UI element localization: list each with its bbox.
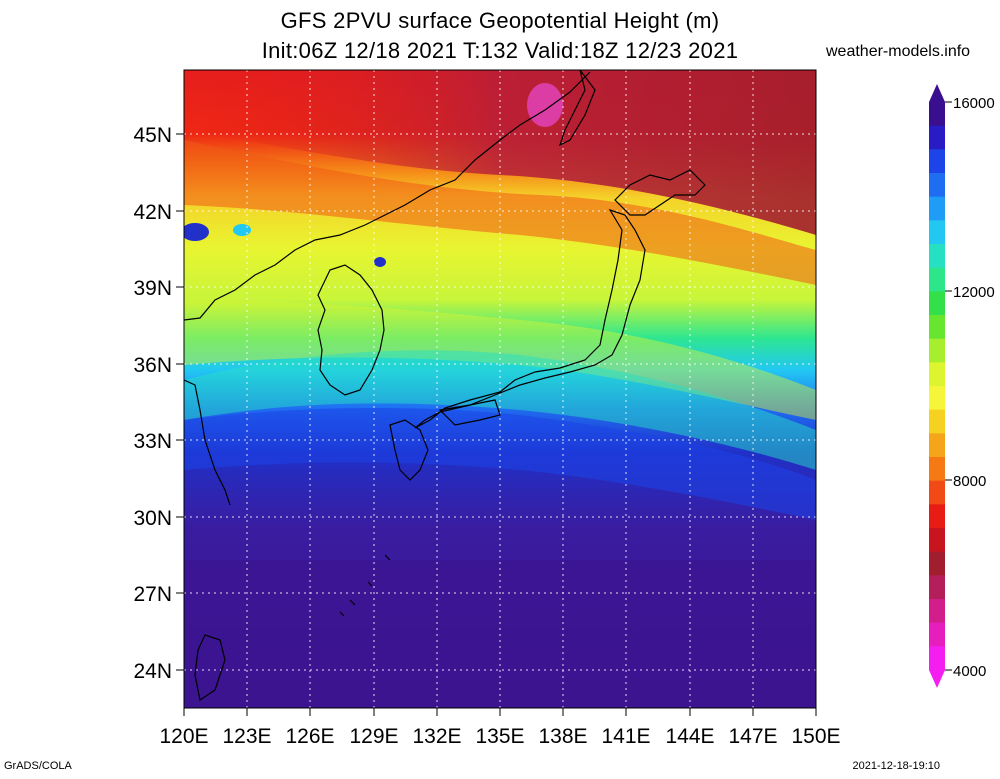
lat-label: 42N (133, 201, 172, 224)
lat-label: 33N (133, 430, 172, 453)
colorbar-cell (929, 125, 945, 150)
colorbar-cell (929, 315, 945, 340)
lon-label: 126E (285, 725, 334, 748)
lat-label: 39N (133, 277, 172, 300)
colorbar-cell (929, 575, 945, 600)
lon-label: 147E (728, 725, 777, 748)
map-title: GFS 2PVU surface Geopotential Height (m) (280, 8, 720, 33)
colorbar-cell (929, 149, 945, 174)
coast-honshu (414, 208, 646, 429)
site-label: weather-models.info (826, 43, 971, 60)
lon-label: 123E (222, 725, 271, 748)
lon-label: 141E (601, 725, 650, 748)
colorbar-cell (929, 386, 945, 411)
map-subtitle: Init:06Z 12/18 2021 T:132 Valid:18Z 12/2… (261, 38, 739, 63)
coast-hokkaido (614, 169, 706, 216)
colorbar-cell (929, 244, 945, 269)
lat-label: 27N (133, 583, 172, 606)
colorbar-cell (929, 362, 945, 387)
colorbar-cell (929, 480, 945, 505)
coast-sakhalin (558, 70, 596, 147)
lon-label: 135E (475, 725, 524, 748)
colorbar-label: 4000 (953, 663, 986, 680)
geopotential-field (184, 70, 816, 708)
colorbar-cell (929, 599, 945, 624)
colorbar-label: 8000 (953, 473, 986, 490)
coast-shikoku (438, 399, 501, 426)
colorbar-cell (929, 457, 945, 482)
coast-ryukyu (339, 554, 391, 617)
colorbar-cell (929, 409, 945, 434)
colorbar-cell (929, 622, 945, 647)
coast-kyushu (389, 419, 429, 481)
colorbar-cell (929, 551, 945, 576)
coast-mainland-south (184, 379, 231, 506)
coast-taiwan (194, 634, 226, 701)
credit-label: GrADS/COLA (4, 760, 72, 772)
lon-label: 144E (665, 725, 714, 748)
colorbar-cell (929, 267, 945, 292)
colorbar-cell (929, 528, 945, 553)
lat-label: 36N (133, 354, 172, 377)
lon-label: 120E (159, 725, 208, 748)
lat-label: 30N (133, 507, 172, 530)
latitude-axis: 45N 42N 39N 36N 33N 30N 27N 24N (133, 124, 184, 683)
lon-label: 129E (349, 725, 398, 748)
colorbar-bottom-arrow (929, 670, 945, 688)
lat-label: 24N (133, 660, 172, 683)
colorbar-cell (929, 646, 945, 671)
coastlines (184, 70, 706, 701)
colorbar-label: 16000 (953, 95, 995, 112)
coast-korea (317, 264, 385, 396)
lon-label: 138E (538, 725, 587, 748)
grid-lines (184, 70, 816, 708)
coast-mainland-north (184, 71, 591, 321)
colorbar-cell (929, 220, 945, 245)
longitude-axis: 120E 123E 126E 129E 132E 135E 138E 141E … (159, 708, 841, 748)
colorbar-cell (929, 196, 945, 221)
lon-label: 150E (791, 725, 840, 748)
colorbar-label: 12000 (953, 284, 995, 301)
colorbar-cell (929, 504, 945, 529)
colorbar-cell (929, 291, 945, 316)
lon-label: 132E (412, 725, 461, 748)
colorbar-top-arrow (929, 84, 945, 102)
timestamp-label: 2021-12-18-19:10 (852, 760, 940, 772)
colorbar-cell (929, 433, 945, 458)
colorbar-cell (929, 173, 945, 198)
lat-label: 45N (133, 124, 172, 147)
colorbar: 16000 12000 8000 4000 (929, 84, 995, 688)
colorbar-cells (929, 102, 945, 671)
colorbar-cell (929, 102, 945, 127)
colorbar-cell (929, 338, 945, 363)
